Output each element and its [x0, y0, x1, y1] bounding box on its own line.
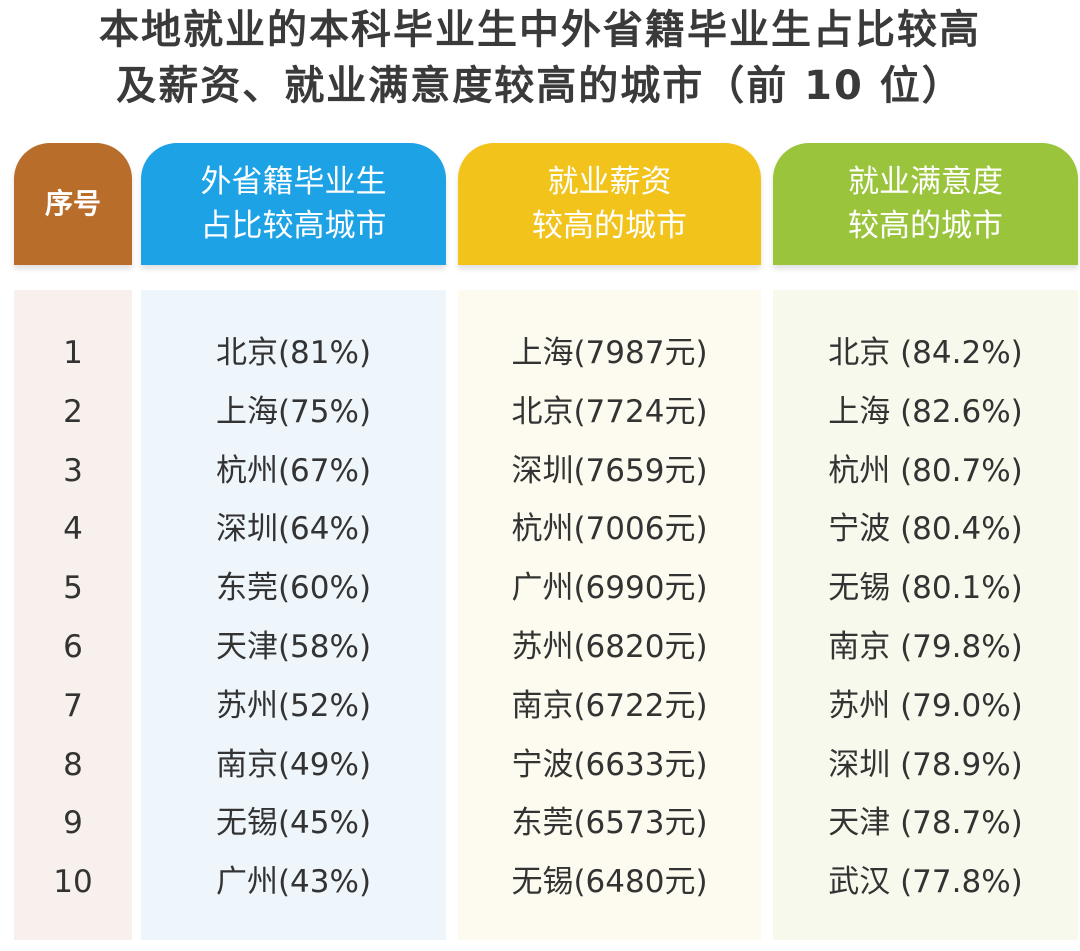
- cell-salary: 深圳(7659元): [511, 452, 708, 489]
- header-col3-line2: 较高的城市: [848, 208, 1003, 244]
- cell-index: 1: [63, 335, 83, 371]
- table-row: 5 东莞(60%) 广州(6990元) 无锡 (80.1%): [0, 559, 1080, 618]
- cell-index: 7: [63, 687, 83, 724]
- page-subtitle: 及薪资、就业满意度较高的城市（前 10 位）: [116, 63, 964, 109]
- cell-ratio: 天津(58%): [215, 628, 372, 665]
- table-row: 4 深圳(64%) 杭州(7006元) 宁波 (80.4%): [0, 500, 1080, 559]
- table-row: 8 南京(49%) 宁波(6633元) 深圳 (78.9%): [0, 736, 1080, 795]
- cell-satisfaction: 宁波 (80.4%): [828, 511, 1023, 548]
- header-index-label: 序号: [44, 187, 101, 220]
- header-col1-line2: 占比较高城市: [200, 208, 387, 244]
- cell-index: 8: [63, 746, 83, 783]
- cell-salary: 杭州(7006元): [511, 511, 708, 548]
- page-title: 本地就业的本科毕业生中外省籍毕业生占比较高: [99, 7, 981, 53]
- header-col3-line1: 就业满意度: [848, 164, 1003, 200]
- cell-satisfaction: 深圳 (78.9%): [828, 746, 1023, 783]
- column-satisfaction-background: [773, 290, 1078, 940]
- cell-salary: 广州(6990元): [511, 570, 708, 607]
- cell-satisfaction: 无锡 (80.1%): [828, 570, 1023, 607]
- cell-salary: 东莞(6573元): [511, 805, 708, 842]
- header-col2-line1: 就业薪资: [547, 164, 672, 200]
- table-row: 9 无锡(45%) 东莞(6573元) 天津 (78.7%): [0, 794, 1080, 853]
- cell-salary: 南京(6722元): [511, 687, 708, 724]
- cell-ratio: 东莞(60%): [215, 570, 372, 607]
- cell-satisfaction: 杭州 (80.7%): [828, 452, 1023, 489]
- cell-index: 10: [53, 864, 93, 901]
- header-col2-line2: 较高的城市: [532, 208, 687, 244]
- table-row: 1 北京(81%) 上海(7987元) 北京 (84.2%): [0, 324, 1080, 383]
- cell-index: 4: [63, 511, 83, 548]
- cell-ratio: 南京(49%): [215, 746, 372, 783]
- cell-salary: 北京(7724元): [511, 393, 708, 430]
- cell-index: 9: [63, 805, 83, 842]
- cell-ratio: 深圳(64%): [215, 511, 372, 548]
- table-row: 7 苏州(52%) 南京(6722元) 苏州 (79.0%): [0, 677, 1080, 736]
- cell-salary: 无锡(6480元): [511, 864, 708, 901]
- cell-ratio: 上海(75%): [215, 393, 372, 430]
- cell-salary: 苏州(6820元): [511, 628, 708, 665]
- cell-index: 6: [63, 628, 83, 665]
- cell-index: 5: [63, 570, 83, 607]
- cell-satisfaction: 苏州 (79.0%): [828, 687, 1023, 724]
- header-index: 序号: [14, 143, 132, 265]
- cell-ratio: 苏州(52%): [215, 687, 372, 724]
- cell-salary: 上海(7987元): [511, 335, 708, 371]
- table-body: 1 北京(81%) 上海(7987元) 北京 (84.2%) 2 上海(75%) 北京(77…: [0, 324, 1080, 912]
- cell-satisfaction: 上海 (82.6%): [828, 393, 1023, 430]
- cell-index: 3: [63, 452, 83, 489]
- header-out-of-province-ratio: 外省籍毕业生 占比较高城市: [141, 143, 446, 265]
- cell-ratio: 杭州(67%): [215, 452, 372, 489]
- header-satisfaction: 就业满意度 较高的城市: [773, 143, 1078, 265]
- table-row: 2 上海(75%) 北京(7724元) 上海 (82.6%): [0, 383, 1080, 442]
- cell-satisfaction: 武汉 (77.8%): [828, 864, 1023, 901]
- cell-index: 2: [63, 393, 83, 430]
- cell-ratio: 无锡(45%): [215, 805, 372, 842]
- column-ratio-background: [141, 290, 446, 940]
- cell-ratio: 北京(81%): [215, 335, 372, 371]
- header-col1-line1: 外省籍毕业生: [200, 164, 387, 200]
- table-row: 10 广州(43%) 无锡(6480元) 武汉 (77.8%): [0, 853, 1080, 912]
- cell-ratio: 广州(43%): [215, 864, 372, 901]
- column-index-background: [14, 290, 132, 940]
- table-row: 3 杭州(67%) 深圳(7659元) 杭州 (80.7%): [0, 442, 1080, 501]
- header-salary: 就业薪资 较高的城市: [458, 143, 761, 265]
- cell-satisfaction: 南京 (79.8%): [828, 628, 1023, 665]
- cell-satisfaction: 北京 (84.2%): [828, 335, 1023, 371]
- cell-salary: 宁波(6633元): [511, 746, 708, 783]
- table-row: 6 天津(58%) 苏州(6820元) 南京 (79.8%): [0, 618, 1080, 677]
- cell-satisfaction: 天津 (78.7%): [828, 805, 1023, 842]
- column-salary-background: [458, 290, 761, 940]
